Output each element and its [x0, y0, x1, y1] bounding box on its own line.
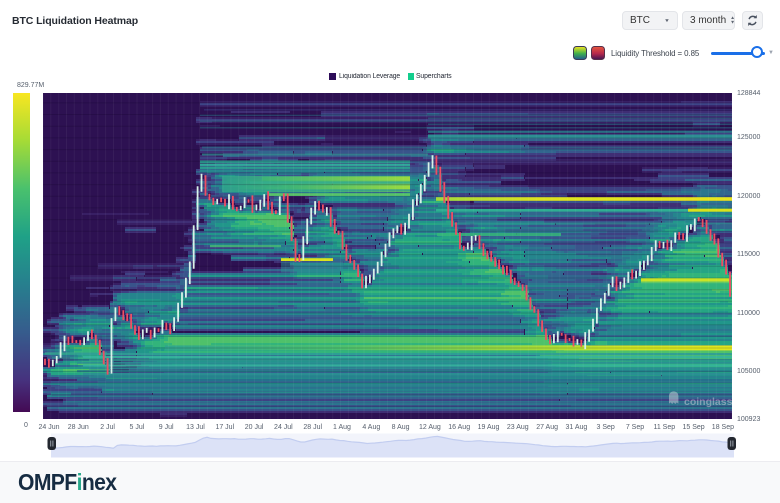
svg-text:coinglass: coinglass: [684, 396, 733, 408]
